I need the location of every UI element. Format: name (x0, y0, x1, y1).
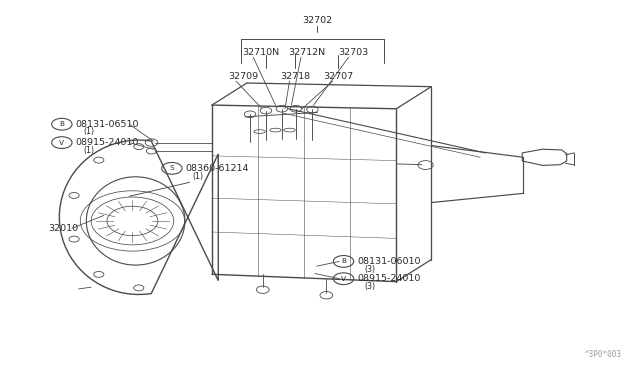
Text: 32703: 32703 (338, 48, 368, 57)
Text: ^3P0*003: ^3P0*003 (585, 350, 622, 359)
Text: 08360-61214: 08360-61214 (185, 164, 249, 173)
Text: (3): (3) (365, 282, 376, 291)
Text: V: V (60, 140, 65, 145)
Text: 32707: 32707 (323, 72, 353, 81)
Text: B: B (60, 121, 65, 127)
Text: 08915-24010: 08915-24010 (357, 274, 420, 283)
Text: S: S (170, 165, 174, 171)
Text: 32010: 32010 (49, 224, 79, 233)
Text: 32702: 32702 (301, 16, 332, 25)
Text: 32710N: 32710N (243, 48, 280, 57)
Text: 08131-06510: 08131-06510 (76, 120, 139, 129)
Text: (3): (3) (365, 264, 376, 274)
Text: V: V (341, 276, 346, 282)
Text: B: B (341, 259, 346, 264)
Text: 32718: 32718 (280, 72, 310, 81)
Text: 32712N: 32712N (288, 48, 325, 57)
Text: 08131-06010: 08131-06010 (357, 257, 420, 266)
Text: (1): (1) (193, 171, 204, 180)
Text: 32709: 32709 (228, 72, 258, 81)
Text: (1): (1) (83, 146, 95, 155)
Text: (1): (1) (83, 128, 95, 137)
Text: 08915-24010: 08915-24010 (76, 138, 139, 147)
